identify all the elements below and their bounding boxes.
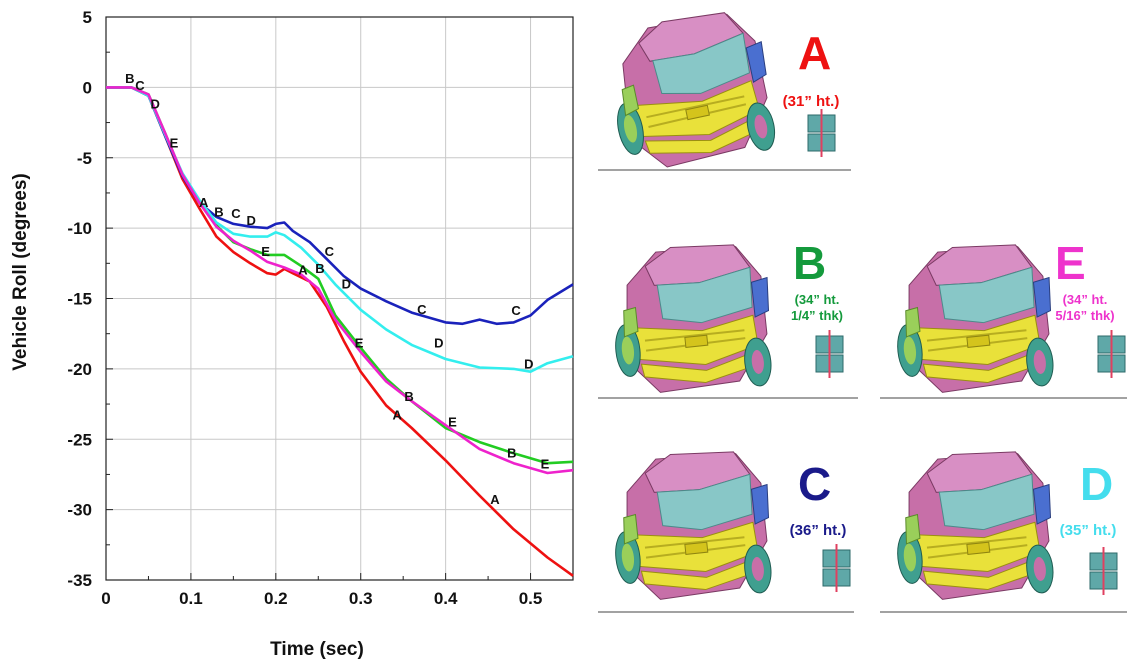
series-label-e: E <box>448 414 457 429</box>
panel-letter: C <box>798 458 832 510</box>
panel-e: E (34” ht. 5/16” thk) <box>880 238 1129 406</box>
series-label-c: C <box>511 303 521 318</box>
caption-line: (35” ht.) <box>1059 522 1117 539</box>
series-label-e: E <box>541 457 550 472</box>
y-axis-title: Vehicle Roll (degrees) <box>10 173 31 370</box>
barrier-icon <box>1097 330 1126 378</box>
barrier-icon <box>815 330 844 378</box>
series-line-e <box>106 86 574 475</box>
panel-caption: (34” ht. 5/16” thk) <box>1040 292 1129 324</box>
panel-b: B (34” ht. 1/4” thk) <box>598 238 860 406</box>
caption-line: 5/16” thk) <box>1055 308 1115 323</box>
truck-illustration <box>598 244 858 399</box>
truck-illustration <box>880 244 1127 399</box>
roll-chart: 0 0.1 0.2 0.3 0.4 0.5 5 0 -5 -10 -15 -20 -25 -30 -35 A… <box>10 8 574 660</box>
truck-illustration <box>598 451 854 613</box>
x-tick-label: 0.5 <box>519 589 543 608</box>
series-label-e: E <box>261 244 270 259</box>
panel-letter: A <box>798 27 832 79</box>
series-label-c: C <box>325 244 335 259</box>
series-label-b: B <box>214 205 223 220</box>
y-tick-label: 0 <box>83 78 92 97</box>
panel-caption: (36” ht.) <box>778 523 858 539</box>
panel-c: C (36” ht.) <box>598 445 856 617</box>
chart-grid <box>106 17 573 580</box>
x-tick-label: 0.1 <box>179 589 203 608</box>
series-label-e: E <box>170 136 179 151</box>
truck-illustration <box>880 451 1127 613</box>
panel-letter: D <box>1080 458 1114 510</box>
barrier-icon <box>807 109 836 157</box>
y-tick-label: -15 <box>67 290 92 309</box>
series-label-d: D <box>246 213 255 228</box>
caption-line: 1/4” thk) <box>790 308 843 323</box>
x-tick-label: 0.4 <box>434 589 458 608</box>
y-tick-label: 5 <box>83 8 92 27</box>
y-tick-label: -25 <box>67 430 92 449</box>
caption-line: (34” ht. <box>794 292 840 307</box>
series-label-a: A <box>199 195 209 210</box>
x-axis-title: Time (sec) <box>270 639 364 660</box>
panel-caption: (35” ht.) <box>1043 523 1129 539</box>
series-label-c: C <box>231 206 241 221</box>
x-tick-label: 0.2 <box>264 589 288 608</box>
caption-line: (31” ht.) <box>782 93 840 110</box>
y-tick-label: -10 <box>67 219 92 238</box>
series-label-a: A <box>393 407 403 422</box>
series-label-b: B <box>125 71 134 86</box>
barrier-icon <box>1089 547 1118 595</box>
series-label-d: D <box>434 336 443 351</box>
series-label-a: A <box>298 262 308 277</box>
series-label-b: B <box>315 261 324 276</box>
series-label-a: A <box>490 492 500 507</box>
barrier-icon <box>822 544 851 592</box>
y-tick-label: -35 <box>67 571 92 590</box>
x-tick-label: 0 <box>101 589 110 608</box>
caption-line: (36” ht.) <box>789 522 847 539</box>
panel-caption: (34” ht. 1/4” thk) <box>776 292 858 324</box>
series-label-d: D <box>151 96 160 111</box>
series-label-b: B <box>404 389 413 404</box>
truck-illustration <box>598 12 851 171</box>
panel-a: A (31” ht.) <box>598 10 853 175</box>
y-tick-label: -30 <box>67 501 92 520</box>
series-label-b: B <box>507 445 516 460</box>
series-label-c: C <box>417 302 427 317</box>
series-line-d <box>106 86 574 374</box>
series-label-d: D <box>342 276 351 291</box>
series-label-d: D <box>524 357 533 372</box>
panel-d: D (35” ht.) <box>880 445 1129 617</box>
series-lines <box>106 86 574 577</box>
panel-letter: B <box>793 237 827 289</box>
y-tick-label: -5 <box>77 149 92 168</box>
series-label-c: C <box>135 78 145 93</box>
series-label-e: E <box>355 336 364 351</box>
panel-caption: (31” ht.) <box>766 94 856 110</box>
caption-line: (34” ht. <box>1062 292 1108 307</box>
x-tick-label: 0.3 <box>349 589 373 608</box>
panel-letter: E <box>1055 237 1086 289</box>
axis-ticks: 0 0.1 0.2 0.3 0.4 0.5 5 0 -5 -10 -15 -20 -25 -30 -35 <box>67 8 574 608</box>
y-tick-label: -20 <box>67 360 92 379</box>
